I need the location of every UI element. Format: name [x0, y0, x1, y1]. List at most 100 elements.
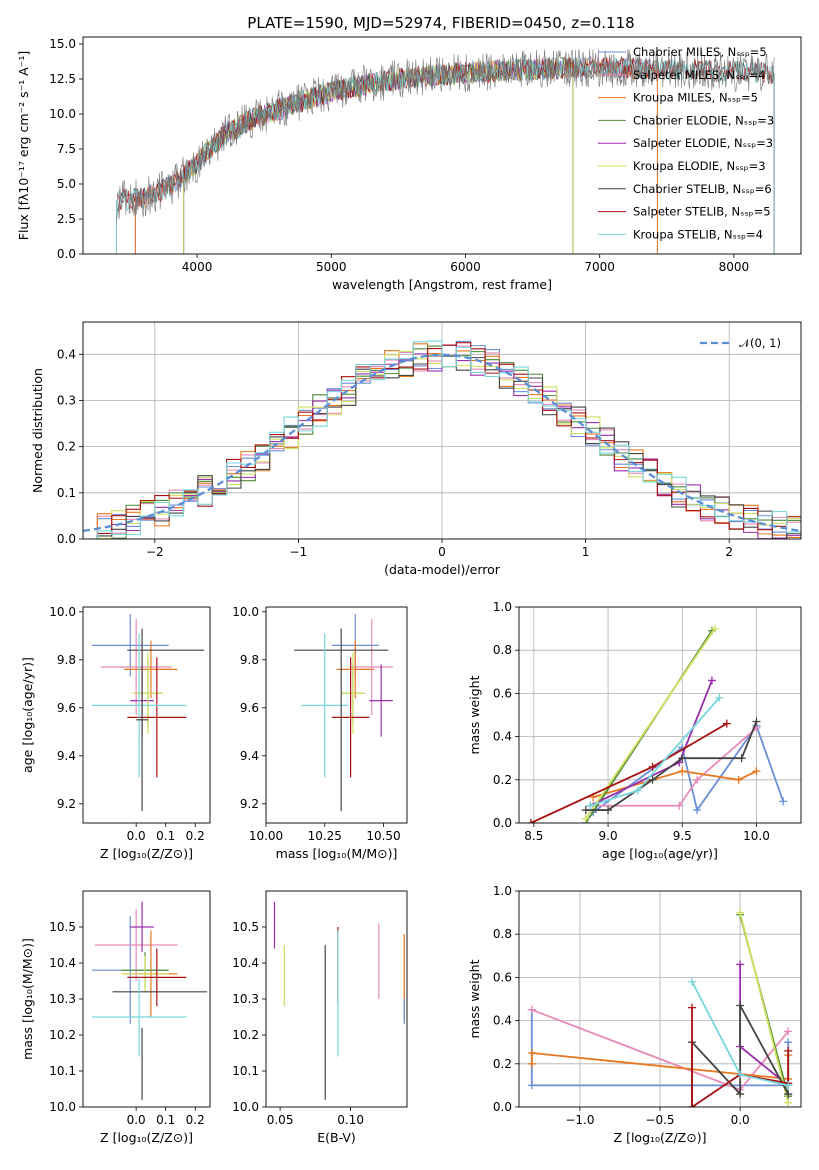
- plot-area-mass-vs-Z: [91, 901, 208, 1100]
- plot-area-spectrum: [116, 48, 775, 254]
- axes-frame: [518, 606, 802, 824]
- weight-marker: [648, 762, 657, 771]
- weight-marker: [736, 1001, 745, 1010]
- weight-marker: [527, 1049, 536, 1057]
- legend-entry: Salpeter MILES, Nₛₛₚ=4: [633, 68, 766, 82]
- legend-entry: Kroupa MILES, Nₛₛₚ=5: [633, 91, 758, 105]
- chart-age-vs-mass: 10.00 10.25 10.50 9.2 9.4 9.6 9.8 10.0 mass [log…: [232, 605, 408, 861]
- legend-entry: Chabrier MILES, Nₛₛₚ=5: [633, 45, 767, 59]
- y-tick-label: 0.6: [493, 686, 512, 700]
- weight-marker: [752, 767, 761, 776]
- x-tick-label: 1: [582, 545, 590, 559]
- weight-marker: [581, 806, 590, 815]
- axes-frame: [518, 890, 802, 1108]
- x-tick-label: 0.10: [337, 1113, 364, 1127]
- x-tick-label: −1.0: [565, 1113, 594, 1127]
- y-tick-label: 15.0: [49, 37, 76, 51]
- axes-frame: [82, 36, 802, 255]
- chart-spectrum: 4000 5000 6000 7000 8000 0.0 2.5 5.0 7.5 10.0 12.5…: [16, 14, 802, 292]
- x-axis-label: Z [log₁₀(Z/Z⊙)]: [100, 1130, 193, 1145]
- legend-entry: Kroupa ELODIE, Nₛₛₚ=3: [633, 159, 766, 173]
- y-tick-label: 0.4: [493, 1014, 512, 1028]
- y-axis-label: mass weight: [467, 675, 482, 754]
- x-tick-label: 0.0: [127, 829, 146, 843]
- x-tick-label: −1: [290, 545, 308, 559]
- weight-marker: [693, 775, 702, 784]
- y-tick-label: 10.1: [49, 1064, 76, 1078]
- x-axis-label: E(B-V): [317, 1130, 356, 1145]
- chart-mass-vs-EBV: 0.05 0.10 10.0 10.1 10.2 10.3 10.4 10.5 E(B-V): [232, 890, 408, 1145]
- y-tick-label: 10.4: [232, 956, 259, 970]
- legend-entry: Salpeter STELIB, Nₛₛₚ=5: [633, 205, 771, 219]
- y-tick-label: 12.5: [49, 72, 76, 86]
- weight-marker: [586, 801, 595, 810]
- plot-area-age-vs-mass: [294, 614, 393, 811]
- chart-weight-vs-Z: −1.0 −0.5 0.0 0.0 0.2 0.4 0.6 0.8 1.0 Z [log₁₀(Z/…: [467, 884, 802, 1145]
- y-axis-label: mass weight: [467, 959, 482, 1038]
- axes-frame: [82, 606, 211, 824]
- chart-title: PLATE=1590, MJD=52974, FIBERID=0450, z=0…: [247, 14, 634, 32]
- y-tick-label: 0.2: [493, 1057, 512, 1071]
- x-tick-label: 7000: [584, 260, 615, 274]
- y-axis-label: mass [log₁₀(M/M⊙)]: [20, 938, 35, 1060]
- weight-marker: [736, 908, 745, 917]
- x-tick-label: 6000: [450, 260, 481, 274]
- y-tick-label: 10.0: [232, 605, 259, 619]
- weight-marker: [688, 1103, 697, 1107]
- weight-marker: [784, 1098, 793, 1107]
- chart-residuals: −2 −1 0 1 2 0.0 0.1 0.2 0.3 0.4 (data-model)/error…: [30, 321, 802, 577]
- legend-entry: Chabrier STELIB, Nₛₛₚ=6: [633, 182, 772, 196]
- weight-marker: [784, 1046, 793, 1055]
- plot-area-age-vs-Z: [91, 614, 205, 811]
- y-tick-label: 0.2: [57, 440, 76, 454]
- weight-marker: [707, 676, 716, 685]
- y-tick-label: 10.0: [49, 1100, 76, 1114]
- y-axis-label: Flux [fλ10⁻¹⁷ erg cm⁻² s⁻¹ A⁻¹]: [16, 51, 31, 240]
- weight-marker: [715, 693, 724, 702]
- axes-frame: [82, 321, 802, 540]
- weight-marker: [675, 801, 684, 810]
- x-tick-label: 0: [438, 545, 446, 559]
- y-tick-label: 10.4: [49, 956, 76, 970]
- x-tick-label: 5000: [316, 260, 347, 274]
- weight-marker: [633, 786, 642, 795]
- weight-marker: [736, 960, 745, 969]
- weight-marker: [678, 754, 687, 763]
- y-tick-label: 10.0: [232, 1100, 259, 1114]
- x-tick-label: 0.05: [267, 1113, 294, 1127]
- y-tick-label: 2.5: [57, 212, 76, 226]
- weight-line: [585, 721, 758, 811]
- y-tick-label: 0.0: [493, 1100, 512, 1114]
- weight-marker: [710, 624, 719, 633]
- y-axis-label: age [log₁₀(age/yr)]: [20, 657, 35, 773]
- y-tick-label: 1.0: [493, 600, 512, 614]
- y-tick-label: 0.6: [493, 970, 512, 984]
- x-tick-label: 4000: [182, 260, 213, 274]
- x-axis-label: (data-model)/error: [384, 562, 501, 577]
- weight-line: [592, 770, 757, 798]
- weight-marker: [527, 1059, 536, 1068]
- x-axis-label: Z [log₁₀(Z/Z⊙)]: [614, 1130, 707, 1145]
- x-tick-label: 10.00: [249, 829, 283, 843]
- y-tick-label: 9.4: [57, 749, 76, 763]
- plot-area-weight-vs-age: [519, 607, 801, 823]
- x-axis-label: mass [log₁₀(M/M⊙)]: [276, 846, 398, 861]
- histogram-kroupa-stelib: [83, 340, 801, 539]
- y-tick-label: 0.2: [493, 773, 512, 787]
- weight-marker: [779, 797, 788, 806]
- weight-marker: [648, 775, 657, 784]
- weight-marker: [752, 717, 761, 726]
- plot-area-mass-vs-EBV: [273, 901, 405, 1100]
- y-tick-label: 10.0: [49, 107, 76, 121]
- x-tick-label: 0.2: [186, 1113, 205, 1127]
- y-tick-label: 9.8: [57, 653, 76, 667]
- weight-marker: [581, 814, 590, 823]
- y-tick-label: 0.4: [57, 347, 76, 361]
- spectrum-data-line: [116, 48, 775, 221]
- weight-marker: [734, 775, 743, 784]
- y-tick-label: 10.3: [49, 992, 76, 1006]
- y-tick-label: 9.6: [240, 701, 259, 715]
- legend-entry: 𝒩(0, 1): [739, 336, 781, 350]
- x-tick-label: 9.0: [599, 829, 618, 843]
